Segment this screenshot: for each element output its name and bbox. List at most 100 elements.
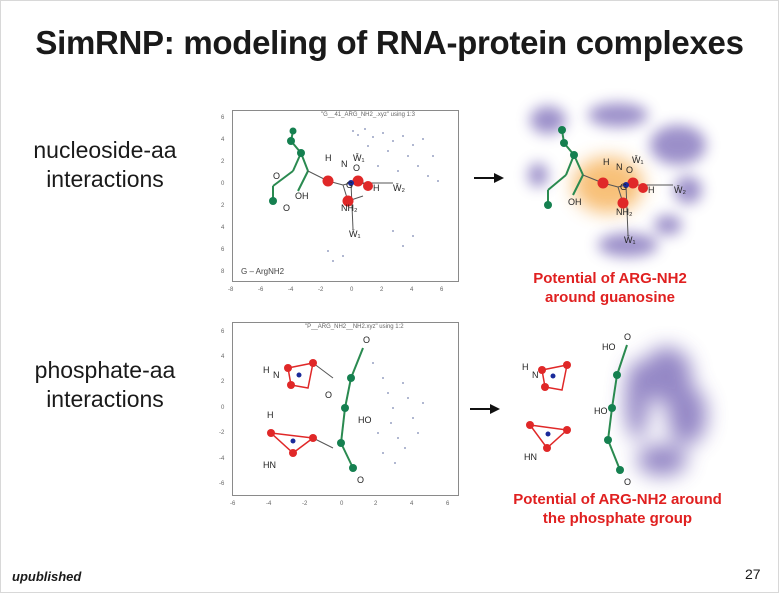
svg-text:6: 6 (446, 501, 450, 507)
scatter-points (372, 362, 424, 464)
atoms (269, 127, 373, 207)
svg-text:H: H (267, 410, 274, 420)
svg-text:4: 4 (221, 225, 225, 231)
svg-text:-2: -2 (302, 501, 308, 507)
svg-text:8: 8 (221, 269, 225, 275)
row-label-line2: interactions (46, 166, 164, 192)
x-axis-ticks: -6 -4 -2 0 2 4 6 (230, 501, 450, 507)
svg-text:O: O (273, 171, 280, 181)
atom-labels: H N H HN O HO O O (263, 335, 372, 485)
svg-text:N: N (616, 162, 623, 172)
phosphate-backbone (607, 344, 628, 471)
row-label-line2: interactions (46, 386, 164, 412)
svg-text:H: H (263, 365, 270, 375)
plot-legend: G – ArgNH2 (241, 267, 285, 276)
svg-text:OH: OH (295, 191, 309, 201)
svg-text:W̄₁: W̄₁ (353, 153, 365, 163)
svg-text:-4: -4 (219, 456, 225, 462)
atom-labels: H N HN HO HO O O (522, 332, 631, 487)
atoms (267, 359, 357, 472)
y-axis-ticks: 6 4 2 0 2 4 6 8 (221, 115, 225, 275)
svg-text:HN: HN (524, 452, 537, 462)
svg-text:G: G (620, 182, 627, 192)
svg-text:2: 2 (380, 287, 384, 293)
caption-line1: Potential of ARG-NH2 around (513, 491, 722, 508)
svg-text:0: 0 (350, 287, 354, 293)
svg-text:W̄₁: W̄₁ (624, 235, 636, 245)
svg-text:0: 0 (221, 405, 225, 411)
nucleoside-scatter-plot: "G__41_ARG_NH2_.xyz" using 1:3 G – ArgNH… (221, 110, 459, 293)
svg-text:OH: OH (568, 197, 582, 207)
svg-text:H: H (648, 185, 655, 195)
nucleoside-molecule-diagram: G O O OH H N O H NH₂ W̄₁ W̄₂ W̄₁ 6 4 2 0… (221, 115, 444, 293)
svg-text:HN: HN (263, 460, 276, 470)
plot-caption: "G__41_ARG_NH2_.xyz" using 1:3 (321, 112, 415, 118)
svg-text:O: O (624, 332, 631, 342)
atoms (544, 126, 648, 209)
caption-line1: Potential of ARG-NH2 (533, 270, 687, 287)
svg-text:6: 6 (221, 247, 225, 253)
svg-text:H: H (603, 157, 610, 167)
svg-text:N: N (532, 370, 539, 380)
svg-text:2: 2 (221, 379, 225, 385)
svg-text:H: H (325, 153, 332, 163)
plot-caption: "P__ARG_NH2__NH2.xyz" using 1:2 (305, 324, 404, 330)
svg-text:O: O (624, 477, 631, 487)
density-cloud-purple (625, 347, 707, 476)
svg-text:H: H (522, 362, 529, 372)
svg-text:G: G (346, 180, 353, 190)
svg-text:6: 6 (221, 115, 225, 121)
svg-text:-4: -4 (266, 501, 272, 507)
guanosine-potential-map: G H N O H OH NH₂ W̄₁ W̄₂ W̄₁ (528, 103, 706, 257)
scatter-points (327, 128, 439, 262)
svg-text:-6: -6 (230, 501, 236, 507)
footer-label: upublished (12, 569, 82, 584)
svg-text:4: 4 (410, 501, 414, 507)
svg-text:HO: HO (594, 406, 608, 416)
svg-text:H: H (373, 183, 380, 193)
phosphate-scatter-plot: "P__ARG_NH2__NH2.xyz" using 1:2 (219, 322, 459, 507)
svg-text:4: 4 (221, 354, 225, 360)
x-axis-ticks: -8 -6 -4 -2 0 2 4 6 (228, 287, 444, 293)
arrow-right-icon (474, 173, 504, 183)
svg-text:-6: -6 (258, 287, 264, 293)
svg-text:-6: -6 (219, 481, 225, 487)
base-rings (268, 362, 315, 454)
atom-labels: G O O OH H N O H NH₂ W̄₁ W̄₂ W̄₁ (273, 153, 405, 239)
svg-text:O: O (626, 165, 633, 175)
result-caption-phosphate: Potential of ARG-NH2 around the phosphat… (475, 490, 760, 528)
base-rings (528, 364, 569, 450)
row-label-line1: nucleoside-aa (33, 137, 177, 163)
svg-text:O: O (363, 335, 370, 345)
svg-text:HO: HO (602, 342, 616, 352)
svg-text:-4: -4 (288, 287, 294, 293)
svg-text:0: 0 (221, 181, 225, 187)
atoms (526, 361, 624, 474)
svg-text:O: O (357, 475, 364, 485)
svg-text:-8: -8 (228, 287, 234, 293)
svg-text:O: O (353, 163, 360, 173)
arrow-right-icon (470, 404, 500, 414)
row-label-phosphate: phosphate-aa interactions (5, 356, 205, 414)
svg-text:W̄₂: W̄₂ (674, 185, 686, 195)
page-number: 27 (745, 566, 761, 582)
svg-text:4: 4 (410, 287, 414, 293)
caption-line2: around guanosine (544, 289, 675, 306)
svg-text:N: N (273, 370, 280, 380)
ring-bonds (312, 362, 334, 449)
svg-text:O: O (283, 203, 290, 213)
caption-line2: the phosphate group (542, 510, 693, 527)
svg-text:0: 0 (340, 501, 344, 507)
svg-text:-2: -2 (318, 287, 324, 293)
svg-text:N: N (341, 159, 348, 169)
row-label-line1: phosphate-aa (34, 357, 176, 383)
svg-text:2: 2 (221, 159, 225, 165)
svg-text:6: 6 (221, 329, 225, 335)
atom-labels: G H N O H OH NH₂ W̄₁ W̄₂ W̄₁ (568, 155, 686, 245)
svg-text:NH₂: NH₂ (616, 207, 633, 217)
density-cloud-purple (528, 103, 706, 257)
phosphate-backbone (340, 347, 364, 469)
svg-text:NH₂: NH₂ (341, 203, 358, 213)
svg-text:W̄₁: W̄₁ (632, 155, 644, 165)
